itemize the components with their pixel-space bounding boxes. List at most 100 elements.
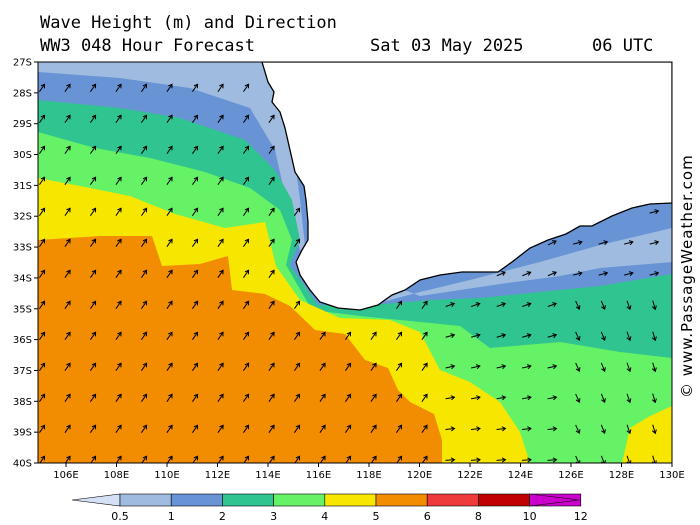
wave-arrow [243, 362, 250, 371]
wave-arrow [522, 333, 532, 339]
wave-arrow [217, 393, 224, 402]
wave-arrow [600, 331, 606, 342]
latitude-axis: 27S 28S 29S 30S 31S 32S 33S 34S 35S 36S 37S 38S 39S 4… [13, 58, 38, 470]
wave-arrow [192, 176, 199, 185]
lon-label: 110E [154, 470, 179, 481]
band-6-8m [38, 236, 442, 463]
colorbar-segment [426, 493, 479, 507]
wave-arrow [470, 395, 481, 401]
wave-arrow [294, 393, 301, 402]
lon-label: 122E [457, 470, 482, 481]
wave-arrow [445, 395, 456, 401]
colorbar-label: 2 [219, 510, 226, 523]
lon-label: 108E [104, 470, 129, 481]
wave-arrow [471, 333, 481, 339]
wave-arrow [575, 300, 581, 310]
chart-title: Wave Height (m) and Direction [40, 13, 337, 33]
wave-arrow [626, 424, 632, 435]
wave-arrow [64, 145, 71, 154]
colorbar-label: 0.5 [111, 510, 129, 523]
wave-arrow [90, 300, 97, 309]
wave-arrow [217, 145, 224, 154]
map-frame [37, 61, 673, 464]
forecast-time: 06 UTC [592, 36, 654, 56]
wave-arrow [471, 364, 481, 370]
colorbar-high-arrow [529, 493, 580, 507]
wave-arrow [626, 393, 632, 404]
wave-arrow [522, 364, 532, 370]
wave-arrow [521, 426, 532, 432]
wave-arrow [624, 240, 634, 246]
wave-arrow [115, 393, 122, 402]
wave-arrow [370, 393, 377, 402]
wave-arrow [192, 269, 199, 278]
wave-arrow [345, 424, 352, 433]
wave-arrow [64, 393, 71, 402]
wave-arrow [294, 331, 301, 340]
wave-arrow [39, 300, 46, 309]
wave-arrow [547, 271, 558, 277]
wave-arrow [90, 362, 97, 371]
wave-arrow [90, 238, 97, 247]
wave-arrow [445, 333, 456, 339]
wave-arrow [192, 238, 199, 247]
lat-label: 34S [13, 273, 32, 284]
wave-arrow [166, 207, 173, 216]
wave-arrow [192, 207, 199, 216]
wave-arrow [64, 83, 71, 92]
wave-arrow [141, 269, 148, 278]
wave-arrow [39, 83, 46, 92]
wave-arrow [217, 331, 224, 340]
wave-arrow [64, 424, 71, 433]
wave-arrow [396, 424, 403, 433]
wave-arrow [496, 271, 507, 277]
wave-arrow [626, 362, 632, 373]
wave-arrow [115, 424, 122, 433]
wave-arrow [115, 238, 122, 247]
wave-arrow [651, 393, 657, 404]
wave-arrow [192, 114, 199, 123]
wave-arrow [115, 300, 122, 309]
wave-arrow [471, 302, 481, 307]
wave-arrow [90, 114, 97, 123]
wave-arrow [166, 176, 173, 185]
wave-arrow [496, 364, 507, 370]
wave-arrow [547, 395, 558, 401]
colorbar-label: 3 [270, 510, 277, 523]
wave-height-field [38, 62, 672, 463]
wave-arrow [345, 331, 352, 340]
wave-arrow [115, 145, 122, 154]
wave-arrow [90, 331, 97, 340]
wave-arrow [421, 331, 428, 340]
wave-arrow [445, 426, 456, 432]
wave-arrow [90, 176, 97, 185]
wave-arrow [39, 455, 46, 463]
wave-arrow [268, 455, 275, 463]
wave-arrow [396, 362, 403, 371]
colorbar-label: 10 [523, 510, 537, 523]
wave-arrow [243, 238, 250, 247]
wave-arrow [166, 455, 173, 463]
wave-arrow [39, 114, 46, 123]
wave-arrow [90, 145, 97, 154]
wave-arrow [521, 457, 532, 463]
wave-arrow [600, 393, 606, 404]
wave-arrow [243, 331, 250, 340]
wave-arrow [217, 455, 224, 463]
wave-arrow [192, 331, 199, 340]
colorbar-segment [119, 493, 172, 507]
land-australia [261, 62, 672, 311]
lat-label: 29S [13, 119, 32, 130]
forecast-date: Sat 03 May 2025 [370, 36, 524, 56]
wave-arrow [319, 424, 326, 433]
wave-arrow [217, 238, 224, 247]
wave-arrow [396, 300, 403, 309]
wave-arrow [575, 393, 581, 403]
lon-label: 130E [659, 470, 684, 481]
wave-arrow [141, 83, 148, 92]
colorbar-segment [375, 493, 428, 507]
wave-arrow [64, 238, 71, 247]
wave-arrow [547, 426, 558, 432]
wave-arrow [166, 269, 173, 278]
wave-arrow [496, 426, 507, 432]
